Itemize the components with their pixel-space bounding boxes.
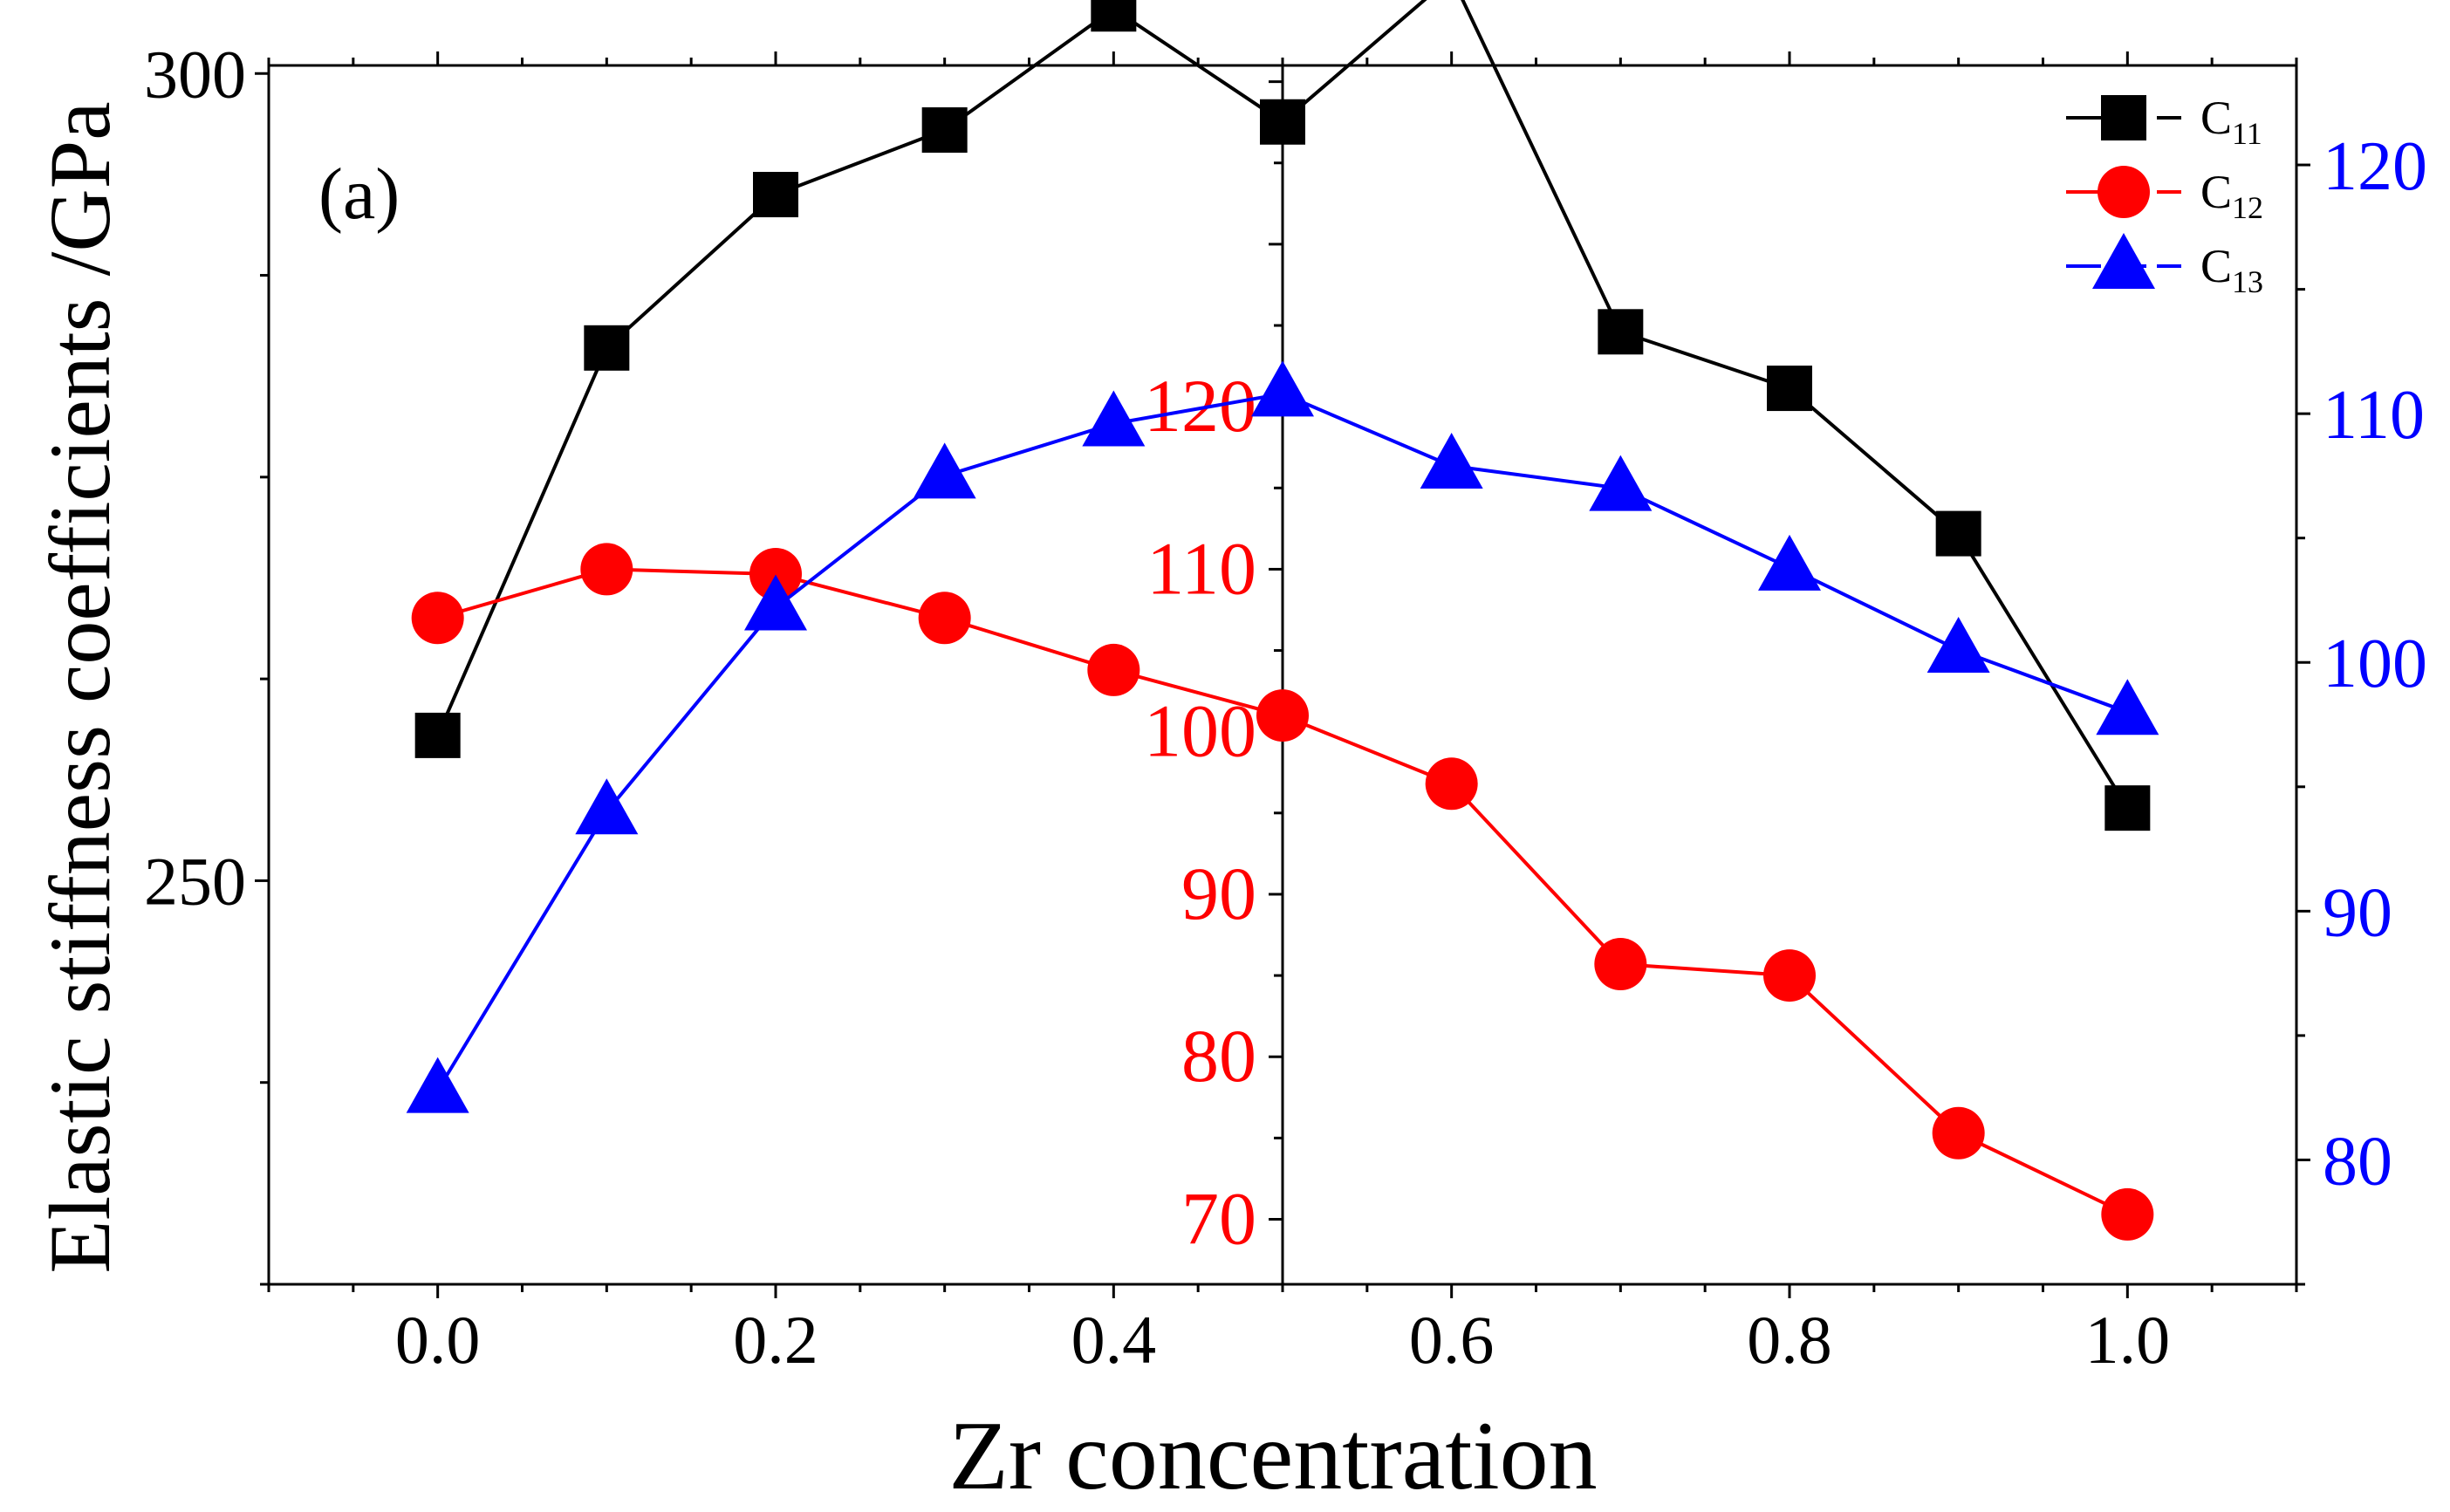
legend-item-C11: C11 xyxy=(2066,92,2262,151)
data-point-C11 xyxy=(2104,785,2151,831)
legend-marker xyxy=(2101,95,2146,140)
data-point-C11 xyxy=(1935,510,1981,557)
right-axis-tick-label: 100 xyxy=(2323,626,2427,702)
x-tick-label: 0.4 xyxy=(1071,1302,1157,1378)
y-axis-title: Elastic stiffness coefficients /GPa xyxy=(31,101,128,1273)
data-point-C11 xyxy=(1767,366,1812,412)
legend-marker xyxy=(2098,166,2150,218)
data-point-C13 xyxy=(913,442,976,499)
data-point-C12 xyxy=(1256,689,1309,742)
legend-label: C12 xyxy=(2200,166,2263,225)
data-point-C13 xyxy=(1251,360,1314,417)
data-point-C12 xyxy=(580,543,633,596)
middle-axis-tick-label: 100 xyxy=(1144,689,1256,773)
data-point-C11 xyxy=(753,172,798,218)
x-tick-label: 0.6 xyxy=(1409,1302,1495,1378)
legend-label: C13 xyxy=(2200,240,2263,299)
middle-axis-tick-label: 70 xyxy=(1181,1176,1256,1260)
legend-item-C12: C12 xyxy=(2066,166,2263,225)
data-point-C13 xyxy=(575,778,639,835)
data-point-C12 xyxy=(1425,757,1478,811)
x-tick-label: 0.2 xyxy=(733,1302,818,1378)
left-axis-tick-label: 300 xyxy=(144,36,246,112)
right-axis-tick-label: 80 xyxy=(2323,1123,2392,1200)
data-point-C13 xyxy=(744,574,807,631)
data-point-C12 xyxy=(2101,1187,2154,1241)
data-point-C12 xyxy=(1087,643,1140,696)
data-point-C11 xyxy=(1260,99,1305,145)
data-point-C12 xyxy=(1932,1106,1985,1160)
series-C11 xyxy=(414,0,2151,831)
legend: C11 C12 C13 xyxy=(2066,92,2263,299)
x-tick-label: 0.0 xyxy=(395,1302,481,1378)
data-point-C12 xyxy=(1763,949,1816,1002)
left-axis-tick-label: 250 xyxy=(144,843,246,919)
x-tick-label: 1.0 xyxy=(2085,1302,2171,1378)
legend-marker xyxy=(2092,233,2155,289)
panel-label: (a) xyxy=(318,154,400,235)
middle-axis-tick-label: 90 xyxy=(1181,852,1256,935)
data-point-C13 xyxy=(1758,534,1821,591)
middle-axis-tick-label: 110 xyxy=(1146,526,1256,610)
data-point-C12 xyxy=(749,548,802,601)
data-point-C13 xyxy=(1926,616,1990,673)
x-axis-title: Zr concentration xyxy=(948,1402,1597,1508)
data-point-C11 xyxy=(921,107,968,154)
legend-item-C13: C13 xyxy=(2066,233,2263,299)
series-C13 xyxy=(406,360,2159,1113)
series-layer xyxy=(406,0,2159,1241)
data-point-C12 xyxy=(1594,938,1647,991)
legend-label: C11 xyxy=(2200,92,2262,151)
data-point-C13 xyxy=(1420,433,1483,489)
data-point-C13 xyxy=(2096,679,2159,735)
data-point-C13 xyxy=(1589,455,1653,511)
data-point-C11 xyxy=(1091,0,1137,32)
right-axis-tick-label: 120 xyxy=(2323,128,2427,205)
data-point-C11 xyxy=(584,325,630,371)
data-point-C13 xyxy=(406,1057,469,1113)
middle-axis-tick-label: 80 xyxy=(1181,1014,1256,1098)
data-point-C12 xyxy=(918,592,971,645)
middle-axis-tick-label: 120 xyxy=(1144,364,1256,448)
right-axis-tick-label: 90 xyxy=(2323,874,2392,951)
data-point-C11 xyxy=(1598,309,1644,355)
data-point-C12 xyxy=(411,592,464,645)
x-tick-label: 0.8 xyxy=(1747,1302,1832,1378)
data-point-C11 xyxy=(414,712,461,758)
series-C12 xyxy=(411,543,2154,1241)
data-point-C13 xyxy=(1082,390,1146,447)
right-axis-tick-label: 110 xyxy=(2323,377,2425,454)
